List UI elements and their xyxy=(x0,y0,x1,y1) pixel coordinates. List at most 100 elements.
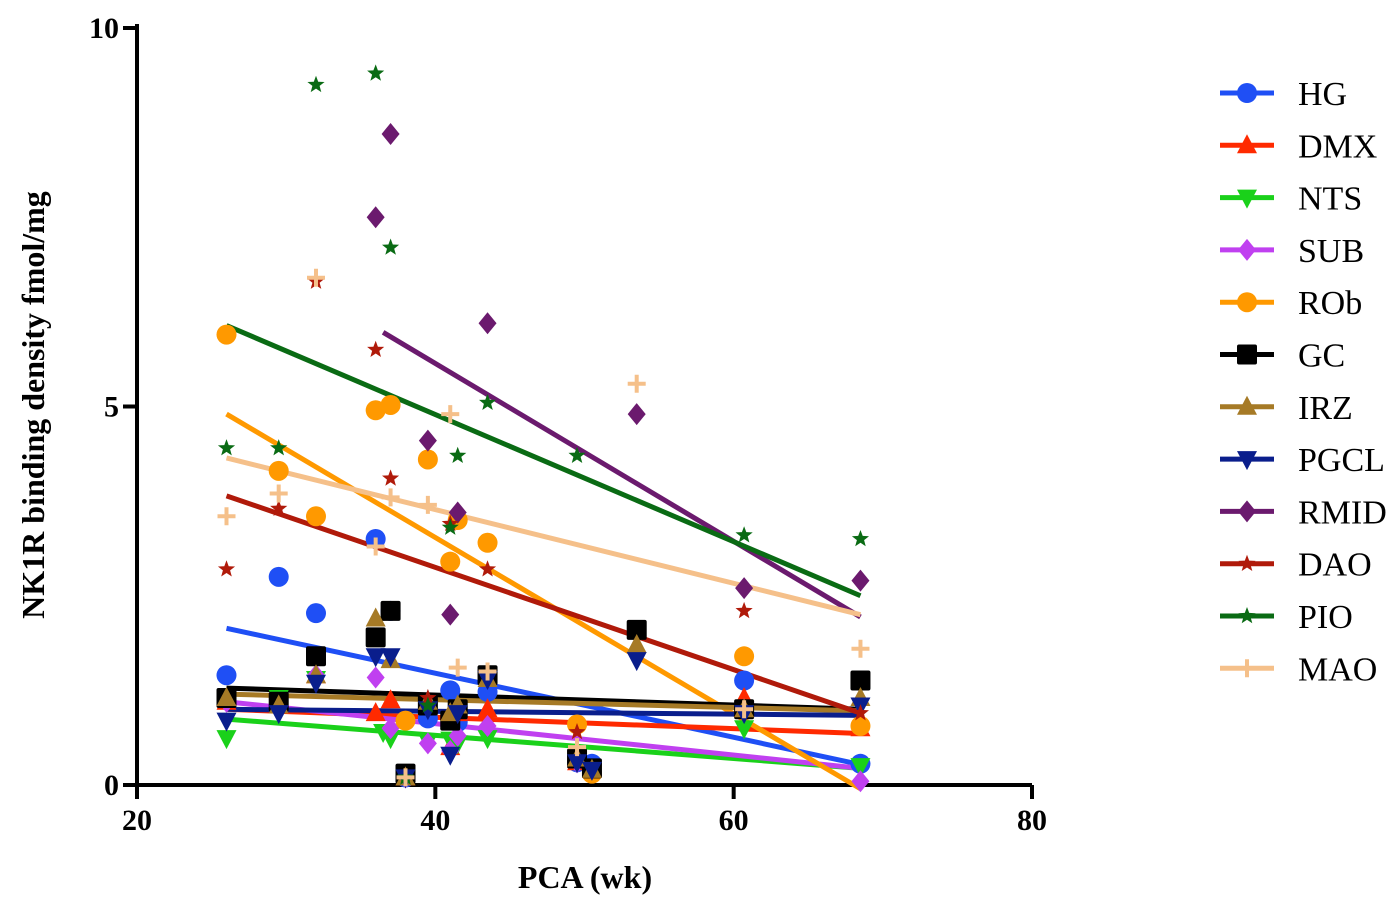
legend-marker xyxy=(1238,659,1256,678)
legend-label: PGCL xyxy=(1298,442,1385,479)
point-irz xyxy=(365,607,386,627)
point-rmid xyxy=(381,122,400,145)
point-mao xyxy=(217,507,236,526)
point-rob xyxy=(380,394,401,415)
legend-marker xyxy=(1238,607,1256,624)
point-pgcl xyxy=(380,648,401,668)
trend-line-sub xyxy=(226,699,861,771)
legend-item-rmid: RMID xyxy=(1220,494,1387,531)
point-pgcl xyxy=(567,754,588,774)
trend-line-mao xyxy=(225,455,862,618)
point-gc xyxy=(365,627,386,648)
x-axis-title: PCA (wk) xyxy=(518,859,652,895)
point-dao xyxy=(382,469,400,486)
point-gc xyxy=(306,646,326,667)
point-pgcl xyxy=(417,701,438,721)
point-mao xyxy=(441,405,460,424)
point-pgcl xyxy=(365,648,386,668)
legend-marker xyxy=(1237,344,1257,365)
legend-label: NTS xyxy=(1298,181,1362,218)
legend-marker xyxy=(1238,238,1256,261)
axes: 20 40 60 80 0 5 10 xyxy=(89,12,1047,837)
legend-item-dao: DAO xyxy=(1220,547,1372,584)
point-rob xyxy=(395,710,416,731)
point-mao xyxy=(396,768,415,787)
point-rob xyxy=(734,646,755,667)
point-dmx xyxy=(380,689,401,709)
legend-item-nts: NTS xyxy=(1220,181,1362,218)
legend-marker xyxy=(1237,292,1257,313)
legend-label: IRZ xyxy=(1298,390,1353,427)
point-pio xyxy=(419,696,437,713)
point-pio xyxy=(851,530,869,547)
point-pgcl xyxy=(447,705,468,725)
point-pgcl xyxy=(306,674,326,694)
legend-item-hg: HG xyxy=(1220,76,1347,113)
point-hg xyxy=(216,665,237,686)
legend-marker xyxy=(1237,83,1257,103)
point-mao xyxy=(448,658,467,677)
point-pio xyxy=(307,75,325,93)
point-nts xyxy=(216,730,237,750)
legend-marker xyxy=(1238,554,1256,571)
legend-item-mao: MAO xyxy=(1220,651,1377,688)
point-irz xyxy=(626,633,647,653)
series-mao xyxy=(217,268,870,787)
point-mao xyxy=(568,738,587,757)
point-sub xyxy=(418,732,437,755)
point-nts xyxy=(734,720,755,740)
point-hg xyxy=(306,603,326,624)
legend-marker xyxy=(1237,189,1257,209)
point-dmx xyxy=(477,698,498,718)
legend-item-sub: SUB xyxy=(1220,233,1364,270)
point-sub xyxy=(381,717,400,740)
point-rob xyxy=(268,460,289,481)
data-points xyxy=(216,64,871,793)
legend-label: SUB xyxy=(1298,233,1364,270)
point-pgcl xyxy=(268,705,289,725)
point-dao xyxy=(568,723,586,740)
legend-label: MAO xyxy=(1298,651,1377,688)
legend-marker xyxy=(1237,134,1257,154)
point-nts xyxy=(477,730,498,750)
point-pgcl xyxy=(477,671,498,691)
point-nts xyxy=(380,730,401,750)
legend-item-pio: PIO xyxy=(1220,599,1353,636)
point-pgcl xyxy=(626,652,647,672)
x-tick-label: 20 xyxy=(122,804,152,837)
legend-label: DAO xyxy=(1298,547,1372,584)
legend-label: PIO xyxy=(1298,599,1353,636)
point-rob xyxy=(417,449,438,470)
legend-item-irz: IRZ xyxy=(1220,390,1353,427)
point-dao xyxy=(270,499,288,516)
trend-line-nts xyxy=(226,716,861,771)
point-gc xyxy=(626,619,647,640)
point-dao xyxy=(735,601,753,619)
x-tick-label: 60 xyxy=(719,804,749,837)
legend-label: RMID xyxy=(1298,494,1387,531)
trend-line-irz xyxy=(226,691,861,714)
point-pio xyxy=(449,446,467,463)
point-pio xyxy=(441,518,459,535)
point-pio xyxy=(479,393,497,410)
legend-label: HG xyxy=(1298,76,1347,113)
point-rob xyxy=(306,506,326,527)
x-tick-label: 40 xyxy=(420,804,450,837)
legend-label: ROb xyxy=(1298,285,1362,322)
trend-line-rob xyxy=(225,411,862,791)
legend-item-pgcl: PGCL xyxy=(1220,442,1385,479)
point-sub xyxy=(851,770,870,793)
point-pgcl xyxy=(216,712,237,732)
point-hg xyxy=(440,680,461,701)
y-tick-label: 5 xyxy=(104,391,119,424)
point-rob xyxy=(850,715,871,736)
point-rmid xyxy=(366,206,385,229)
point-mao xyxy=(851,639,870,658)
trend-line-pio xyxy=(225,323,862,599)
point-dao xyxy=(479,560,497,577)
legend-marker xyxy=(1238,500,1256,523)
point-rmid xyxy=(418,429,437,452)
x-tick-label: 80 xyxy=(1017,804,1047,837)
legend-marker xyxy=(1237,395,1257,415)
